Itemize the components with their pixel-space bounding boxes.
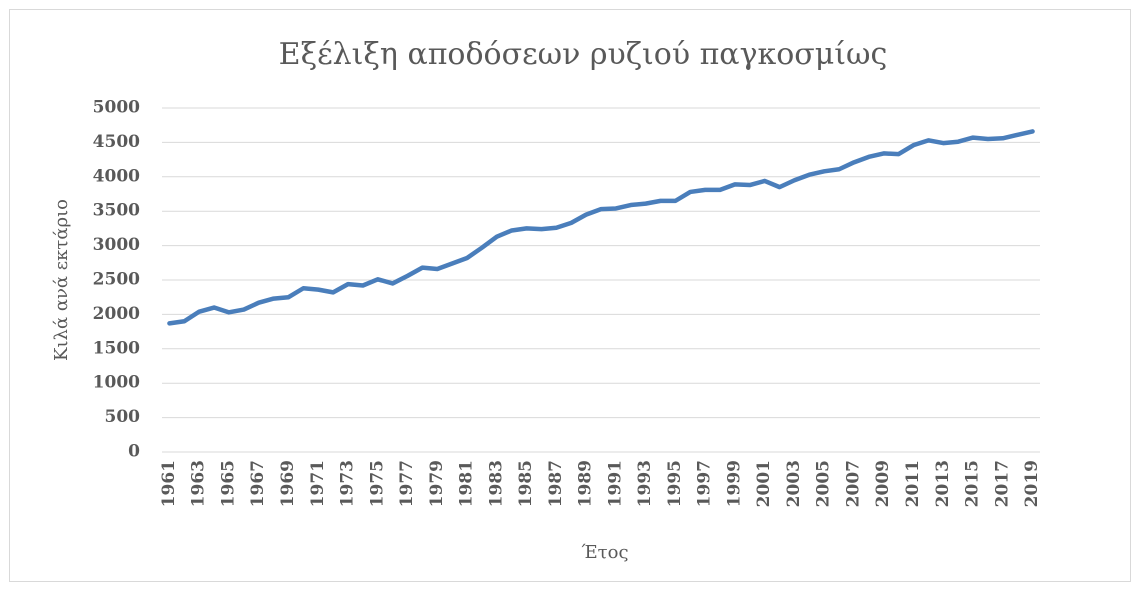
y-tick-label: 2500 — [93, 270, 140, 290]
y-tick-label: 0 — [128, 442, 140, 462]
x-tick-label: 2005 — [814, 460, 834, 507]
y-axis-title: Κιλά ανά εκτάριο — [51, 199, 72, 361]
x-tick-label: 1983 — [486, 460, 506, 507]
x-tick-label: 2007 — [843, 460, 863, 507]
x-tick-label: 1993 — [635, 460, 655, 507]
x-tick-label: 1969 — [278, 460, 298, 507]
x-tick-label: 2001 — [754, 460, 774, 507]
x-tick-label: 1965 — [218, 460, 238, 507]
y-tick-label: 5000 — [93, 98, 140, 118]
x-tick-label: 1967 — [248, 460, 268, 507]
y-tick-label: 4000 — [93, 166, 140, 186]
x-axis-title: Έτος — [581, 542, 628, 563]
x-tick-label: 1987 — [546, 460, 566, 507]
x-tick-label: 1985 — [516, 460, 536, 507]
x-tick-label: 1975 — [367, 460, 387, 507]
x-tick-label: 1981 — [457, 460, 477, 507]
x-tick-label: 1995 — [665, 460, 685, 507]
y-tick-label: 3000 — [93, 235, 140, 255]
x-tick-label: 1961 — [159, 460, 179, 507]
x-tick-label: 2019 — [1022, 460, 1042, 507]
x-tick-label: 1991 — [605, 460, 625, 507]
y-tick-label: 3500 — [93, 201, 140, 221]
x-tick-label: 1973 — [338, 460, 358, 507]
y-tick-label: 1000 — [93, 373, 140, 393]
y-tick-label: 500 — [105, 407, 141, 427]
y-tick-label: 2000 — [93, 304, 140, 324]
x-tick-label: 1989 — [576, 460, 596, 507]
x-tick-label: 2003 — [784, 460, 804, 507]
x-tick-label: 1971 — [308, 460, 328, 507]
y-tick-label: 4500 — [93, 132, 140, 152]
data-line — [167, 129, 1035, 326]
x-tick-label: 2011 — [903, 460, 923, 507]
x-tick-label: 1977 — [397, 460, 417, 507]
y-tick-label: 1500 — [93, 338, 140, 358]
chart-title: Εξέλιξη αποδόσεων ρυζιού παγκοσμίως — [279, 37, 888, 72]
x-tick-label: 1997 — [695, 460, 715, 507]
x-tick-label: 2009 — [873, 460, 893, 507]
x-tick-label: 2017 — [992, 460, 1012, 507]
x-tick-label: 2015 — [963, 460, 983, 507]
x-tick-label: 1979 — [427, 460, 447, 507]
x-tick-label: 1963 — [189, 460, 209, 507]
x-tick-label: 1999 — [724, 460, 744, 507]
x-tick-label: 2013 — [933, 460, 953, 507]
chart-border — [9, 9, 1131, 582]
